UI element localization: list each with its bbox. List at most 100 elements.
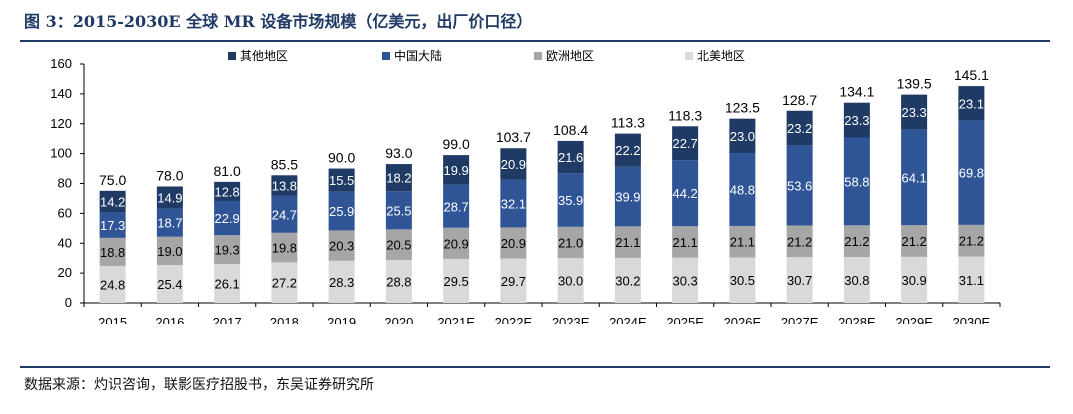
y-tick-label: 140: [50, 86, 72, 101]
data-label: 21.1: [672, 235, 697, 250]
bar-segment: [843, 102, 870, 138]
data-label: 28.8: [386, 274, 411, 289]
bar-segment: [214, 235, 241, 265]
data-label: 30.3: [672, 273, 697, 288]
data-label: 21.2: [901, 234, 926, 249]
data-label: 20.9: [501, 157, 526, 172]
x-tick-label: 2024E: [609, 315, 647, 324]
legend-label: 其他地区: [240, 49, 288, 63]
data-label: 30.8: [844, 273, 869, 288]
bar-segment: [843, 256, 870, 303]
data-label: 19.9: [443, 163, 468, 178]
data-label: 20.9: [501, 236, 526, 251]
data-label: 23.0: [730, 129, 755, 144]
bar-segment: [786, 257, 813, 303]
data-label: 69.8: [959, 166, 984, 181]
bar-segment: [156, 265, 183, 303]
total-label: 85.5: [271, 156, 298, 172]
bar-segment: [385, 164, 412, 192]
data-label: 14.2: [100, 194, 125, 209]
bar-segment: [443, 184, 470, 228]
bar-segment: [271, 262, 298, 303]
bar-segment: [786, 225, 813, 258]
total-label: 90.0: [328, 150, 355, 166]
data-label: 26.1: [214, 277, 239, 292]
total-label: 103.7: [496, 129, 531, 145]
bar-segment: [901, 129, 928, 226]
data-label: 24.8: [100, 277, 125, 292]
data-label: 53.6: [787, 178, 812, 193]
data-label: 64.1: [901, 170, 926, 185]
data-label: 19.8: [272, 241, 297, 256]
bar-segment: [557, 226, 584, 259]
data-label: 23.3: [844, 113, 869, 128]
data-label: 21.2: [959, 234, 984, 249]
bar-segment: [786, 110, 813, 146]
data-label: 29.5: [443, 274, 468, 289]
data-label: 22.2: [615, 143, 640, 158]
chart-labels: 24.8 18.8 17.3 14.2 75.0 25.4 19.0 18.7 14.9 78.0…: [99, 67, 989, 292]
data-label: 21.1: [615, 235, 640, 250]
y-tick-label: 40: [58, 235, 72, 250]
data-label: 31.1: [959, 273, 984, 288]
data-label: 32.1: [501, 196, 526, 211]
bar-segment: [958, 256, 985, 303]
y-tick-label: 100: [50, 146, 72, 161]
data-label: 22.9: [214, 211, 239, 226]
data-label: 17.3: [100, 218, 125, 233]
bar-segment: [672, 160, 699, 227]
chart-legend: 其他地区 中国大陆 欧洲地区 北美地区: [228, 48, 745, 63]
total-label: 99.0: [443, 136, 470, 152]
bar-segment: [214, 200, 241, 236]
title-divider: [20, 40, 1050, 42]
x-tick-label: 2015: [98, 315, 127, 324]
total-label: 78.0: [156, 167, 183, 183]
x-tick-label: 2025E: [666, 315, 704, 324]
data-label: 29.7: [501, 274, 526, 289]
bar-segment: [672, 226, 699, 258]
bar-segment: [328, 260, 355, 303]
bar-segment: [729, 257, 756, 303]
total-label: 75.0: [99, 172, 126, 188]
bar-segment: [958, 120, 985, 225]
data-label: 48.8: [730, 182, 755, 197]
bar-segment: [214, 181, 241, 201]
data-label: 25.9: [329, 204, 354, 219]
chart-title: 图 3：2015-2030E 全球 MR 设备市场规模（亿美元，出厂价口径）: [24, 12, 533, 31]
bar-segment: [901, 94, 928, 130]
bar-segment: [500, 179, 527, 228]
stacked-bar-chart: 0 20 40 60 80 100 120 140 160 2015 2016 2017 2018 201…: [50, 48, 1001, 324]
chart-bars: [99, 86, 985, 303]
data-label: 14.9: [157, 191, 182, 206]
data-label: 21.2: [844, 234, 869, 249]
data-label: 39.9: [615, 190, 640, 205]
data-label: 21.6: [558, 150, 583, 165]
data-label: 18.2: [386, 171, 411, 186]
data-label: 19.3: [214, 243, 239, 258]
data-label: 25.4: [157, 277, 182, 292]
bar-segment: [729, 153, 756, 226]
legend-swatch: [685, 52, 693, 60]
data-label: 20.9: [443, 236, 468, 251]
y-tick-label: 120: [50, 116, 72, 131]
bar-segment: [385, 259, 412, 303]
total-label: 81.0: [214, 163, 241, 179]
data-label: 12.8: [214, 184, 239, 199]
bar-segment: [901, 225, 928, 257]
data-label: 30.2: [615, 273, 640, 288]
legend-swatch: [228, 52, 236, 60]
data-label: 21.2: [787, 234, 812, 249]
total-label: 118.3: [668, 107, 702, 123]
bar-segment: [156, 236, 183, 266]
data-label: 30.7: [787, 273, 812, 288]
data-label: 25.5: [386, 203, 411, 218]
chart-axes: 0 20 40 60 80 100 120 140 160 2015 2016 2017 2018 201…: [50, 56, 1001, 324]
bar-segment: [156, 186, 183, 209]
source-divider: [20, 366, 1050, 368]
data-label: 19.0: [157, 244, 182, 259]
data-label: 58.8: [844, 174, 869, 189]
y-tick-label: 80: [58, 176, 72, 191]
bar-segment: [443, 227, 470, 259]
y-tick-label: 0: [65, 295, 72, 310]
legend-swatch: [534, 52, 542, 60]
